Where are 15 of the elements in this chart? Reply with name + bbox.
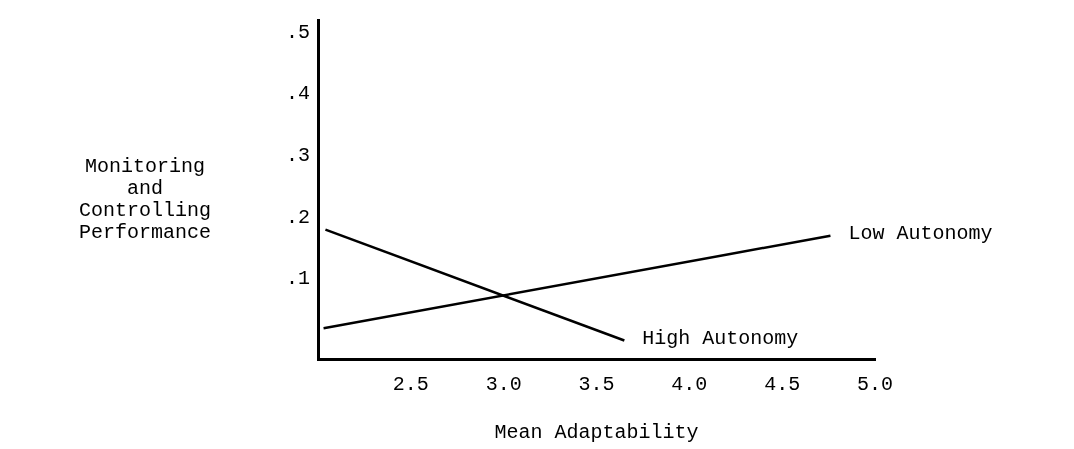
y-tick-label: .1	[285, 267, 310, 291]
y-tick-label: .2	[285, 205, 310, 229]
y-tick-label: .4	[285, 82, 310, 106]
y-tick-label: .3	[285, 143, 310, 167]
x-tick-label: 2.5	[392, 373, 429, 397]
x-tick-label: 3.5	[578, 373, 615, 397]
x-tick-label: 3.0	[485, 373, 522, 397]
series-label: Low Autonomy	[848, 222, 993, 246]
y-tick-label: .5	[285, 20, 310, 44]
x-axis-title: Mean Adaptability	[494, 421, 699, 445]
x-tick-label: 4.0	[671, 373, 708, 397]
x-tick-label: 4.5	[764, 373, 801, 397]
x-tick-label: 5.0	[856, 373, 894, 397]
y-axis-title: Monitoring and Controlling Performance	[78, 154, 212, 244]
series-label: High Autonomy	[642, 326, 799, 350]
